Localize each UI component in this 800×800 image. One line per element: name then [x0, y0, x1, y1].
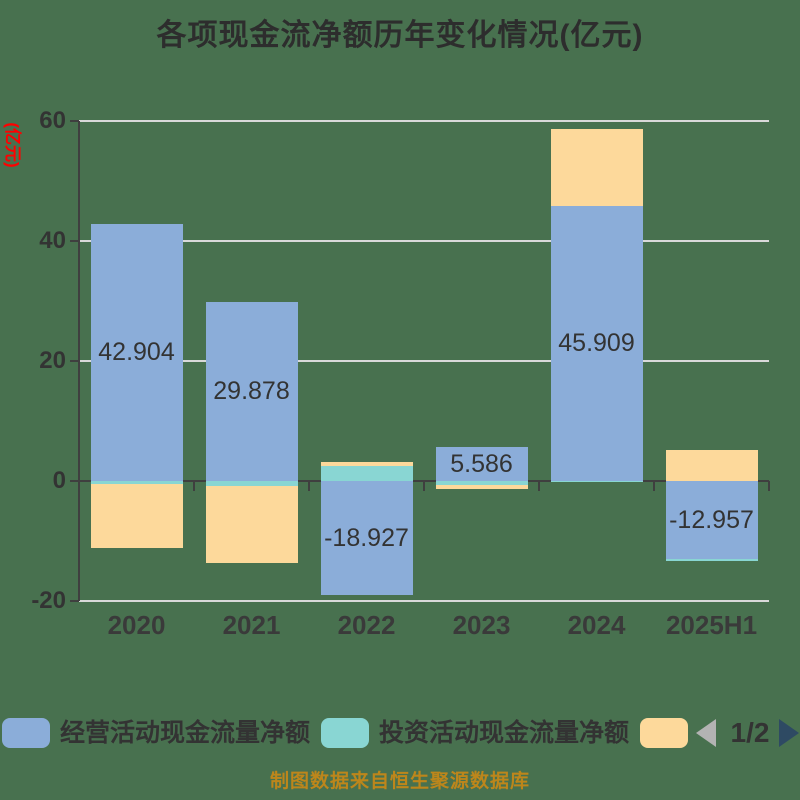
- x-axis-tick: [768, 481, 770, 491]
- bar-segment-2023-s1: [435, 481, 528, 485]
- y-tick-label: 0: [52, 467, 66, 494]
- bar-segment-2021-s1: [205, 481, 298, 487]
- bar-segment-2025H1-s2: [665, 449, 758, 481]
- bar-segment-2023-s2: [435, 484, 528, 489]
- y-axis-tick: [70, 360, 79, 362]
- x-axis-tick: [308, 481, 310, 491]
- legend-swatch-2[interactable]: [321, 718, 369, 748]
- x-tick-label-2023: 2023: [452, 610, 511, 640]
- bar-segment-2025H1-s1: [665, 558, 758, 561]
- bar-segment-2020-s1: [90, 481, 183, 484]
- x-axis-tick: [423, 481, 425, 491]
- y-axis-line: [78, 121, 80, 601]
- legend-prev-page-icon[interactable]: [696, 719, 716, 747]
- chart-title: 各项现金流净额历年变化情况(亿元): [156, 19, 644, 52]
- bar-segment-2021-s0: [205, 301, 298, 481]
- y-tick-label: 60: [39, 107, 66, 134]
- y-tick-label: 40: [39, 227, 66, 254]
- x-axis-tick: [193, 481, 195, 491]
- x-tick-label-2022: 2022: [337, 610, 396, 640]
- legend-swatch-3[interactable]: [640, 718, 688, 748]
- gridline: [79, 240, 769, 242]
- x-axis-tick: [653, 481, 655, 491]
- x-tick-label-2025H1: 2025H1: [665, 610, 758, 640]
- bar-segment-2025H1-s0: [665, 481, 758, 559]
- bar-value-label-2023: 5.586: [450, 450, 513, 479]
- gridline: [79, 600, 769, 602]
- x-tick-label-2020: 2020: [107, 610, 166, 640]
- bar-value-label-2025H1: -12.957: [669, 505, 754, 534]
- x-tick-label-2021: 2021: [222, 610, 281, 640]
- y-axis-tick: [70, 600, 79, 602]
- bar-segment-2020-s0: [90, 223, 183, 481]
- x-axis-tick: [78, 481, 80, 491]
- bar-segment-2024-s2: [550, 129, 643, 206]
- legend-label-2[interactable]: 投资活动现金流量净额: [379, 719, 630, 747]
- bar-segment-2023-s0: [435, 447, 528, 481]
- legend-next-page-icon[interactable]: [779, 719, 799, 747]
- bar-segment-2024-s1: [550, 481, 643, 483]
- bar-value-label-2022: -18.927: [324, 523, 409, 552]
- bar-segment-2024-s0: [550, 205, 643, 481]
- bar-segment-2022-s1: [320, 466, 413, 481]
- y-tick-label: 20: [39, 347, 66, 374]
- legend-label-1[interactable]: 经营活动现金流量净额: [60, 719, 311, 747]
- gridline: [79, 360, 769, 362]
- x-axis-tick: [538, 481, 540, 491]
- x-tick-label-2024: 2024: [567, 610, 626, 640]
- y-axis-tick: [70, 120, 79, 122]
- data-source-caption: 制图数据来自恒生聚源数据库: [269, 771, 530, 792]
- legend-swatch-1[interactable]: [2, 718, 50, 748]
- bar-segment-2021-s2: [205, 486, 298, 563]
- legend-page-indicator: 1/2: [730, 717, 770, 748]
- y-axis-tick: [70, 240, 79, 242]
- y-axis-tick: [70, 480, 79, 482]
- y-tick-label: -20: [31, 587, 66, 614]
- bar-value-label-2020: 42.904: [98, 338, 175, 367]
- bar-segment-2022-s0: [320, 481, 413, 595]
- bar-segment-2020-s2: [90, 484, 183, 548]
- bar-value-label-2021: 29.878: [213, 377, 290, 406]
- bar-segment-2022-s2: [320, 462, 413, 466]
- bar-value-label-2024: 45.909: [558, 329, 635, 358]
- gridline: [79, 120, 769, 122]
